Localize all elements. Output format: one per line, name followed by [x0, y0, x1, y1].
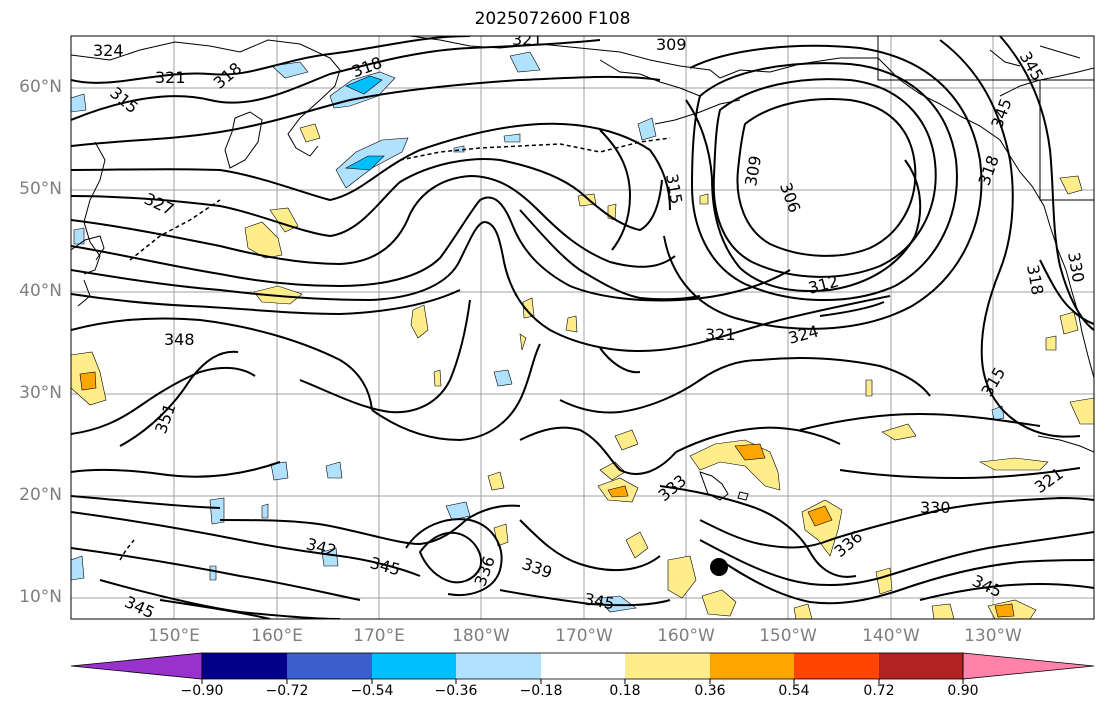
lon-label-150e: 150°E [148, 626, 200, 646]
contour-label: 321 [705, 325, 736, 344]
coastlines [71, 36, 1094, 501]
colorbar-segment [541, 653, 625, 679]
aleutian-islands [119, 137, 671, 561]
colorbar-tick-label: 0.54 [778, 683, 810, 699]
colorbar-tick-label: −0.36 [434, 683, 478, 699]
colorbar [70, 652, 1095, 684]
colorbar-tick-label: 0.36 [694, 683, 726, 699]
map-background [71, 36, 1094, 619]
colorbar-tick-label: 0.72 [863, 683, 895, 699]
contour-label: 348 [164, 330, 195, 349]
colorbar-segment [625, 653, 710, 679]
lon-label-150w: 150°W [759, 626, 817, 646]
lon-label-140w: 140°W [862, 626, 920, 646]
colorbar-segment [456, 653, 541, 679]
colorbar-tick-label: −0.90 [180, 683, 224, 699]
colorbar-tick-label: −0.72 [265, 683, 309, 699]
contour-label: 330 [920, 498, 951, 517]
colorbar-segment [794, 653, 879, 679]
lon-label-130w: 130°W [964, 626, 1022, 646]
lat-label-30n: 30°N [19, 383, 62, 403]
contour-label: 324 [93, 41, 124, 60]
colorbar-segment [287, 653, 372, 679]
gridlines [71, 36, 1094, 619]
contour-label: 321 [155, 68, 186, 87]
lat-label-50n: 50°N [19, 179, 62, 199]
contours [71, 36, 1094, 619]
colorbar-tick-label: −0.18 [519, 683, 563, 699]
lon-label-160w: 160°W [657, 626, 715, 646]
colorbar-extend-high [962, 652, 1095, 680]
colorbar-segment [879, 653, 963, 679]
lon-label-170e: 170°E [353, 626, 405, 646]
shading-negative [71, 51, 1005, 613]
lon-label-180w: 180°W [452, 626, 510, 646]
lat-label-10n: 10°N [19, 587, 62, 607]
shading-positive [71, 123, 1094, 619]
colorbar-tick-label: −0.54 [350, 683, 394, 699]
storm-marker [710, 558, 728, 576]
contour-label: 309 [656, 35, 687, 54]
colorbar-segment [372, 653, 456, 679]
colorbar-extend-low [70, 652, 203, 680]
colorbar-tick-label: 0.18 [609, 683, 641, 699]
lon-label-170w: 170°W [555, 626, 613, 646]
map-title: 2025072600 F108 [474, 9, 631, 29]
map-frame [70, 35, 1095, 620]
lon-label-160e: 160°E [251, 626, 303, 646]
lat-label-40n: 40°N [19, 281, 62, 301]
contour-label: 321 [512, 30, 543, 49]
colorbar-tick-label: 0.90 [947, 683, 979, 699]
lat-label-20n: 20°N [19, 485, 62, 505]
colorbar-segment [710, 653, 794, 679]
colorbar-segment [202, 653, 287, 679]
lat-label-60n: 60°N [19, 77, 62, 97]
